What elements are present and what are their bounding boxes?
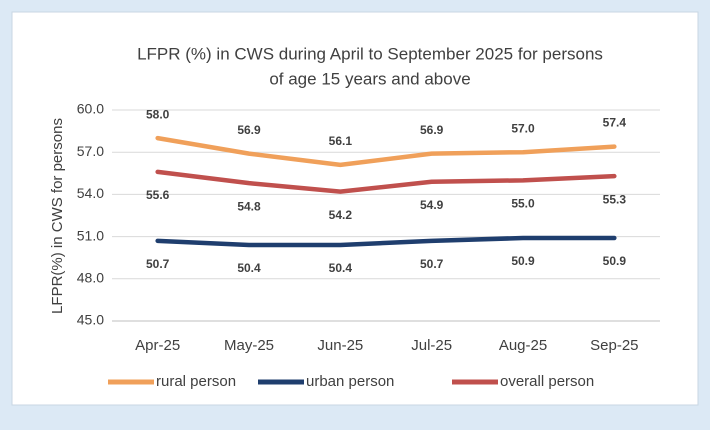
data-label: 50.4 xyxy=(329,261,353,275)
series-line xyxy=(155,135,617,168)
data-label: 57.0 xyxy=(511,121,535,135)
x-tick-label: May-25 xyxy=(224,337,274,354)
y-tick-label: 57.0 xyxy=(77,143,104,159)
x-tick-label: Jul-25 xyxy=(411,337,452,354)
y-tick-label: 60.0 xyxy=(77,101,104,117)
data-label: 50.7 xyxy=(420,257,444,271)
data-label: 54.2 xyxy=(329,208,353,222)
x-tick-label: Aug-25 xyxy=(499,337,547,354)
y-tick-label: 45.0 xyxy=(77,312,104,328)
data-label: 56.9 xyxy=(420,123,444,137)
chart-title: LFPR (%) in CWS during April to Septembe… xyxy=(137,44,603,63)
y-axis-label: LFPR(%) in CWS for persons xyxy=(49,118,66,314)
x-tick-label: Apr-25 xyxy=(135,337,180,354)
x-tick-label: Jun-25 xyxy=(317,337,363,354)
y-tick-label: 51.0 xyxy=(77,227,104,243)
panel xyxy=(11,11,699,406)
series-line xyxy=(155,235,617,248)
data-label: 50.9 xyxy=(511,254,535,268)
data-label: 50.7 xyxy=(146,257,170,271)
legend-label: overall person xyxy=(500,373,594,390)
series-line xyxy=(155,169,617,194)
data-label: 57.4 xyxy=(603,116,627,130)
y-tick-label: 48.0 xyxy=(77,270,104,286)
data-label: 54.9 xyxy=(420,198,444,212)
data-label: 50.9 xyxy=(603,254,627,268)
data-label: 56.1 xyxy=(329,134,353,148)
data-label: 58.0 xyxy=(146,107,170,121)
data-label: 54.8 xyxy=(237,199,261,213)
legend-label: rural person xyxy=(156,373,236,390)
legend-label: urban person xyxy=(306,373,394,390)
data-label: 55.0 xyxy=(511,197,535,211)
chart-title: of age 15 years and above xyxy=(269,69,470,88)
data-label: 55.6 xyxy=(146,188,170,202)
data-label: 56.9 xyxy=(237,123,261,137)
x-tick-label: Sep-25 xyxy=(590,337,638,354)
data-label: 50.4 xyxy=(237,261,261,275)
data-label: 55.3 xyxy=(603,192,627,206)
y-tick-label: 54.0 xyxy=(77,185,104,201)
